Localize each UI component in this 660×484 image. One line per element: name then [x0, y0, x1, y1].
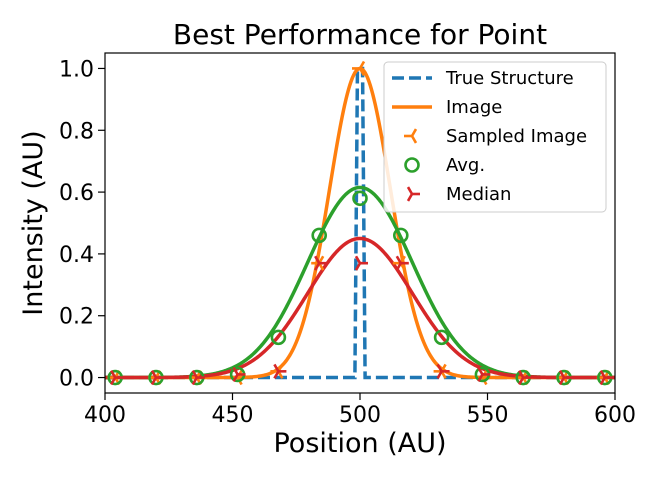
chart-title: Best Performance for Point [173, 18, 547, 51]
x-tick-label: 550 [467, 403, 509, 428]
y-tick-label: 0.0 [59, 367, 94, 392]
y-tick-label: 1.0 [59, 57, 94, 82]
x-axis-label: Position (AU) [273, 428, 446, 459]
x-tick-label: 500 [339, 403, 381, 428]
y-tick-label: 0.4 [59, 243, 94, 268]
legend-label: Avg. [446, 155, 485, 176]
y-tick-label: 0.6 [59, 181, 94, 206]
series-avg-fit-curve [105, 187, 615, 377]
legend-label: True Structure [445, 68, 574, 89]
x-tick-label: 450 [212, 403, 254, 428]
y-tick-label: 0.2 [59, 305, 94, 330]
legend-label: Median [446, 184, 511, 205]
x-tick-label: 600 [594, 403, 636, 428]
legend: True Structure Image Sampled Image Avg. Medi… [384, 62, 606, 212]
y-tick-label: 0.8 [59, 119, 94, 144]
y-axis-label: Intensity (AU) [18, 130, 49, 315]
median-point [356, 256, 368, 270]
legend-label: Sampled Image [446, 126, 587, 147]
legend-label: Image [446, 97, 502, 118]
x-tick-label: 400 [84, 403, 126, 428]
series-median-fit-curve [105, 238, 615, 377]
